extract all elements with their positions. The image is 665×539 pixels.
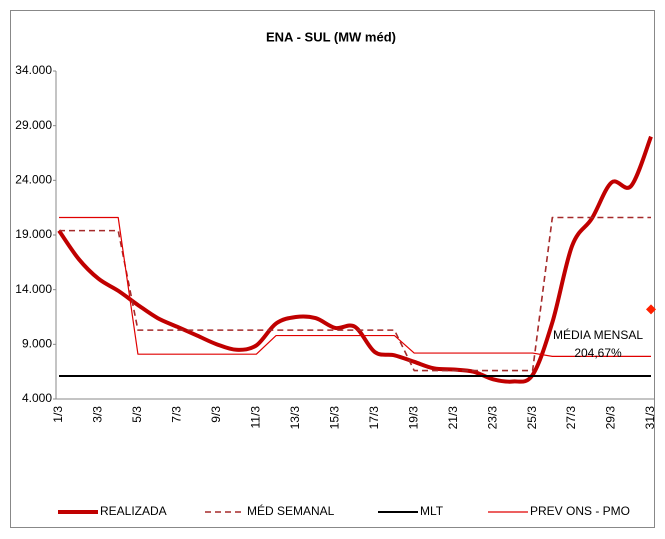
- annotation-label: 204,67%: [574, 346, 622, 360]
- x-tick-label: 1/3: [51, 406, 65, 423]
- x-tick-label: 7/3: [170, 406, 184, 423]
- y-tick-label: 24.000: [15, 173, 52, 187]
- x-tick-label: 11/3: [249, 406, 263, 429]
- x-tick-label: 3/3: [91, 406, 105, 423]
- legend-label: REALIZADA: [100, 504, 167, 518]
- x-tick-label: 27/3: [564, 406, 578, 430]
- x-tick-label: 5/3: [130, 406, 144, 423]
- x-tick-label: 25/3: [525, 406, 539, 430]
- annotation-marker: [646, 304, 656, 315]
- x-tick-label: 9/3: [209, 406, 223, 423]
- x-tick-label: 19/3: [406, 406, 420, 430]
- y-tick-label: 14.000: [15, 282, 52, 296]
- x-tick-label: 21/3: [446, 406, 460, 430]
- y-tick-label: 29.000: [15, 118, 52, 132]
- y-tick-label: 4.000: [22, 391, 52, 405]
- chart-border: [10, 10, 655, 528]
- y-tick-label: 19.000: [15, 227, 52, 241]
- chart-title: ENA - SUL (MW méd): [266, 29, 396, 44]
- x-tick-label: 15/3: [327, 406, 341, 430]
- x-tick-label: 23/3: [485, 406, 499, 430]
- x-tick-label: 31/3: [643, 406, 657, 430]
- legend-label: MÉD SEMANAL: [247, 503, 335, 518]
- x-tick-label: 17/3: [367, 406, 381, 430]
- legend-label: PREV ONS - PMO: [530, 504, 630, 518]
- legend-label: MLT: [420, 504, 444, 518]
- y-tick-label: 34.000: [15, 63, 52, 77]
- series-line: [57, 135, 653, 384]
- series-line: [59, 216, 651, 357]
- x-tick-label: 13/3: [288, 406, 302, 430]
- annotation-label: MÉDIA MENSAL: [553, 327, 643, 342]
- x-tick-label: 29/3: [604, 406, 618, 430]
- y-tick-label: 9.000: [22, 337, 52, 351]
- series-line: [59, 216, 651, 372]
